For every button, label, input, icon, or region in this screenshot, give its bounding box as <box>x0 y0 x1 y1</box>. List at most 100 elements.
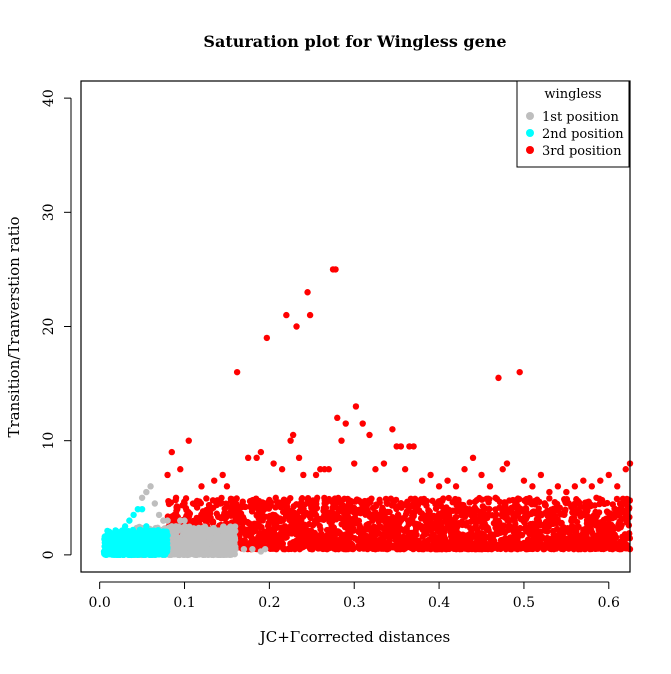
point-3rd-position <box>472 522 479 530</box>
point-3rd-position <box>303 542 311 549</box>
point-3rd-position <box>229 502 237 509</box>
point-3rd-position <box>535 505 542 512</box>
point-3rd-position <box>279 524 286 531</box>
point-3rd-position <box>293 323 300 330</box>
point-3rd-position <box>382 541 390 549</box>
point-1st-position <box>182 531 189 539</box>
point-3rd-position <box>623 518 630 525</box>
point-3rd-position <box>450 545 458 553</box>
point-3rd-position <box>606 543 614 550</box>
point-3rd-position <box>558 520 565 527</box>
point-2nd-position <box>128 537 136 544</box>
point-3rd-position <box>342 420 349 427</box>
point-3rd-position <box>392 496 400 504</box>
legend-label-1st-position: 1st position <box>542 110 619 125</box>
point-3rd-position <box>352 403 360 410</box>
point-3rd-position <box>379 534 386 541</box>
point-3rd-position <box>270 531 277 539</box>
point-1st-position <box>223 540 231 547</box>
legend-marker-3rd-position <box>526 146 534 154</box>
legend: wingless 1st position 2nd position 3rd p… <box>516 80 630 168</box>
point-3rd-position <box>189 500 197 507</box>
point-3rd-position <box>503 460 511 467</box>
point-3rd-position <box>272 525 279 532</box>
point-3rd-position <box>525 544 532 551</box>
point-1st-position <box>240 545 248 553</box>
point-3rd-position <box>483 495 490 503</box>
point-2nd-position <box>126 528 133 535</box>
point-3rd-position <box>503 543 510 550</box>
point-3rd-position <box>541 535 549 542</box>
point-3rd-position <box>428 523 436 531</box>
point-3rd-position <box>237 529 245 536</box>
point-3rd-position <box>307 527 315 535</box>
point-1st-position <box>155 511 163 519</box>
point-3rd-position <box>267 517 274 525</box>
point-3rd-position <box>397 443 405 450</box>
point-3rd-position <box>415 537 423 545</box>
point-1st-position <box>221 547 228 555</box>
point-3rd-position <box>461 466 468 473</box>
legend-label-2nd-position: 2nd position <box>542 127 624 142</box>
point-3rd-position <box>526 538 534 546</box>
point-3rd-position <box>336 497 344 504</box>
point-3rd-position <box>365 520 372 528</box>
point-3rd-position <box>466 499 473 506</box>
point-1st-position <box>249 545 256 553</box>
point-3rd-position <box>164 471 171 479</box>
point-3rd-position <box>198 511 205 518</box>
point-3rd-position <box>499 466 506 473</box>
point-3rd-position <box>316 522 323 530</box>
point-3rd-position <box>520 517 527 525</box>
point-3rd-position <box>537 528 544 535</box>
point-3rd-position <box>403 508 411 515</box>
point-1st-position <box>215 540 222 547</box>
point-3rd-position <box>446 516 453 523</box>
point-3rd-position <box>423 520 431 528</box>
point-3rd-position <box>345 528 352 535</box>
point-3rd-position <box>545 516 553 523</box>
point-3rd-position <box>605 471 612 479</box>
point-3rd-position <box>185 437 192 444</box>
point-3rd-position <box>355 542 363 549</box>
point-3rd-position <box>479 521 486 528</box>
point-3rd-position <box>333 514 341 521</box>
point-2nd-position <box>102 540 109 547</box>
point-1st-position <box>181 549 189 556</box>
point-3rd-position <box>332 538 340 545</box>
point-3rd-position <box>535 521 542 529</box>
point-3rd-position <box>457 544 464 552</box>
point-3rd-position <box>571 483 579 490</box>
point-3rd-position <box>423 529 430 536</box>
point-3rd-position <box>196 498 203 505</box>
point-3rd-position <box>516 368 523 376</box>
point-3rd-position <box>244 526 251 533</box>
point-3rd-position <box>557 539 564 546</box>
point-2nd-position <box>151 528 159 536</box>
point-1st-position <box>206 534 214 541</box>
point-3rd-position <box>418 477 426 484</box>
point-1st-position <box>170 546 177 554</box>
point-3rd-position <box>181 500 188 507</box>
point-3rd-position <box>410 443 417 450</box>
point-3rd-position <box>537 471 545 479</box>
point-3rd-position <box>495 523 502 531</box>
point-2nd-position <box>112 530 119 537</box>
point-3rd-position <box>193 504 201 511</box>
point-3rd-position <box>546 488 553 496</box>
point-3rd-position <box>417 496 425 503</box>
point-3rd-position <box>221 509 228 517</box>
point-3rd-position <box>504 517 511 524</box>
chart-title: Saturation plot for Wingless gene <box>203 32 506 51</box>
point-3rd-position <box>475 530 482 538</box>
point-3rd-position <box>583 538 591 545</box>
point-3rd-position <box>244 454 252 462</box>
plot-frame <box>80 80 631 573</box>
point-3rd-position <box>613 495 621 503</box>
point-3rd-position <box>307 533 314 540</box>
point-1st-position <box>147 483 154 490</box>
point-3rd-position <box>519 508 527 515</box>
point-3rd-position <box>512 520 519 528</box>
point-3rd-position <box>376 499 383 506</box>
point-3rd-position <box>312 471 320 479</box>
